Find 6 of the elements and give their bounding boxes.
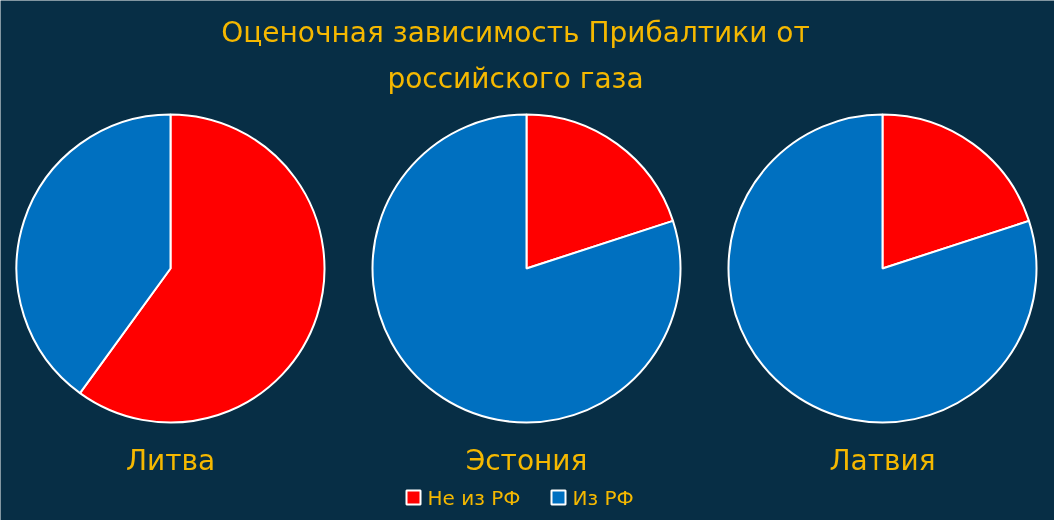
text: Эстония <box>465 444 588 477</box>
chart-title: Оценочная зависимость Прибалтики от российского газа <box>221 16 810 95</box>
legend-label: Из РФ <box>572 485 634 510</box>
legend-label: Не из РФ <box>427 485 521 510</box>
text: Латвия <box>829 444 936 477</box>
text: Литва <box>125 444 216 477</box>
